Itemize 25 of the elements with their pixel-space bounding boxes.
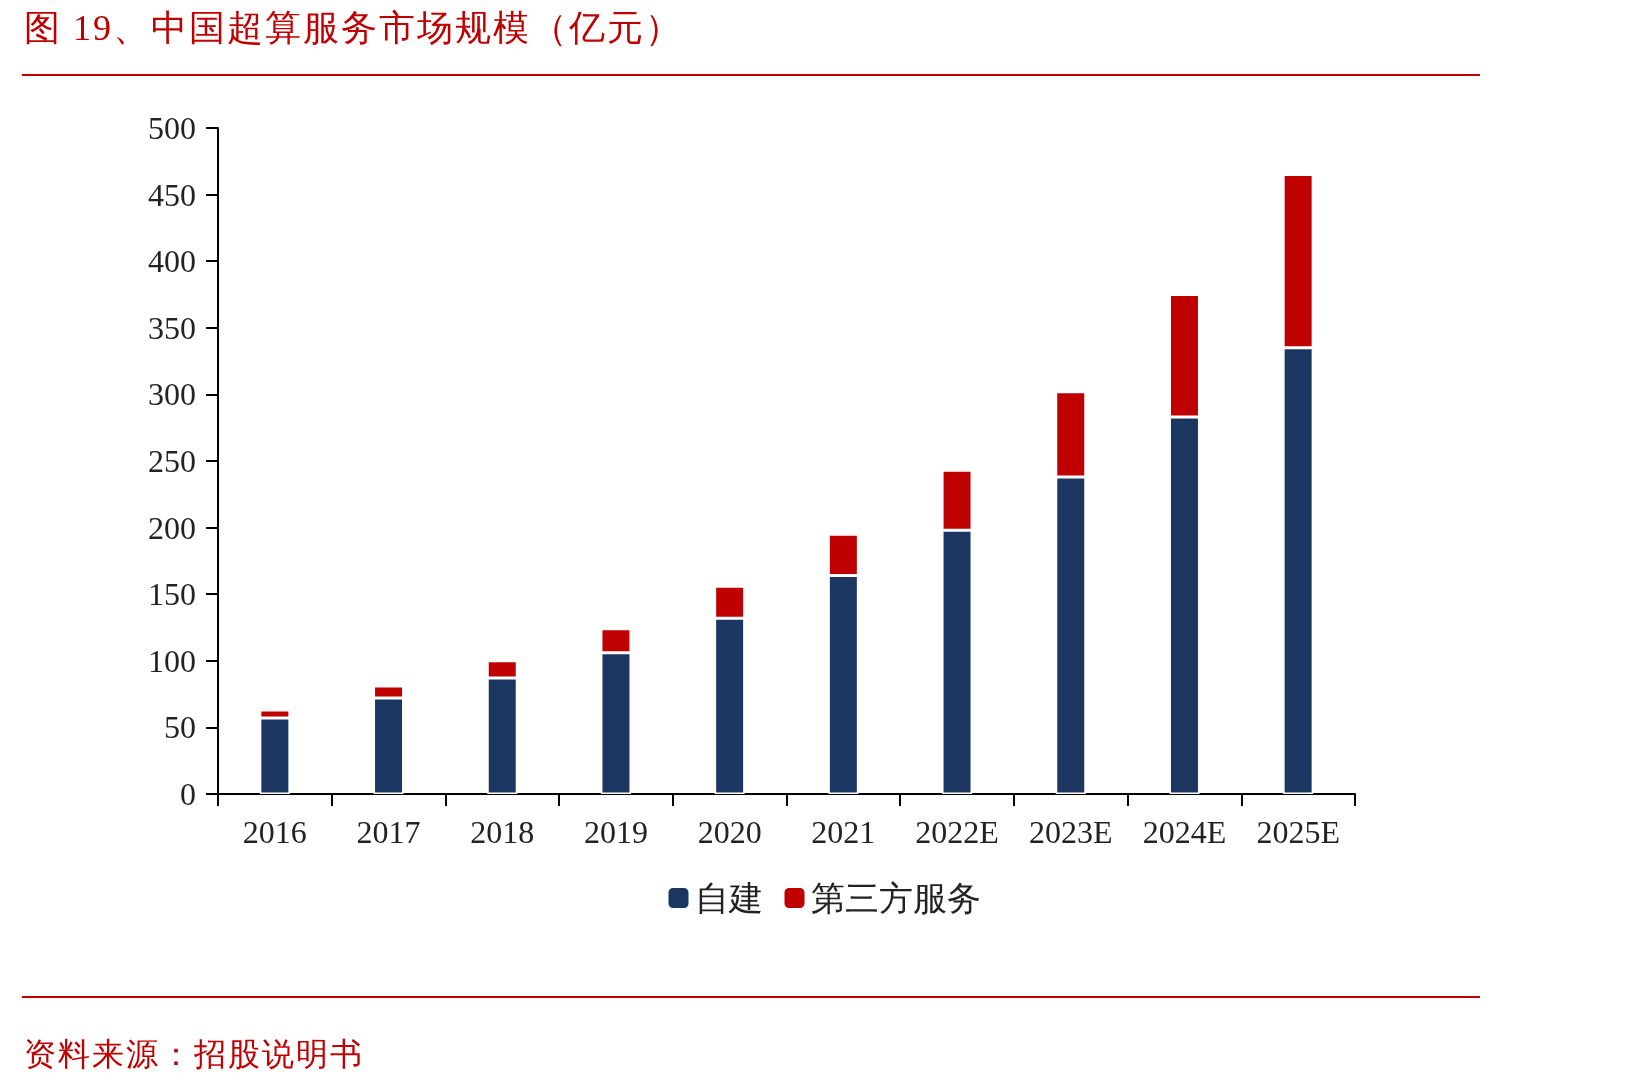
y-tick-label: 0	[180, 776, 196, 812]
chart-title: 图 19、中国超算服务市场规模（亿元）	[24, 7, 683, 50]
x-tick-label: 2022E	[915, 814, 999, 850]
y-tick-label: 150	[148, 576, 196, 613]
y-tick-label: 250	[148, 443, 196, 479]
y-tick-label: 50	[164, 709, 196, 746]
y-tick-label: 450	[148, 176, 196, 213]
x-tick-label: 2023E	[1028, 814, 1113, 850]
x-tick-label: 2024E	[1142, 814, 1227, 850]
x-tick-label: 2016	[242, 814, 307, 850]
x-tick-label: 2019	[583, 814, 648, 850]
legend-label: 第三方服务	[810, 879, 981, 917]
y-tick-label: 100	[148, 642, 196, 679]
y-tick-label: 300	[148, 376, 196, 413]
text: 资料来源：招股说明书	[24, 1035, 364, 1074]
x-tick-label: 2020	[697, 814, 762, 850]
legend-label: 自建	[694, 879, 763, 917]
x-tick-label: 2025E	[1256, 814, 1340, 850]
y-tick-label: 350	[148, 309, 196, 346]
y-tick-label: 400	[148, 243, 196, 280]
x-tick-label: 2018	[470, 814, 535, 850]
y-tick-label: 500	[148, 110, 196, 146]
x-tick-label: 2021	[811, 814, 876, 850]
y-tick-label: 200	[148, 509, 196, 546]
x-tick-label: 2017	[356, 814, 421, 850]
